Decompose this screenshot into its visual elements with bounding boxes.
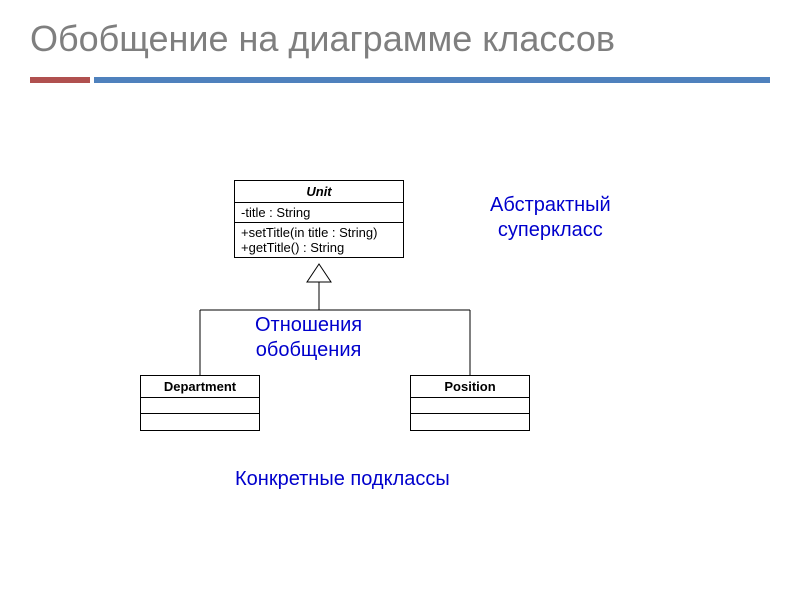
annotation-relation-line1: Отношения [255, 314, 362, 336]
annotation-abstract-line1: Абстрактный [490, 194, 611, 216]
class-department-operations [141, 414, 259, 430]
class-position-attributes [411, 398, 529, 414]
annotation-subclasses-text: Конкретные подклассы [235, 468, 450, 490]
slide: Обобщение на диаграмме классов Unit -tit… [0, 0, 800, 600]
class-unit-attr-0: -title : String [241, 205, 397, 220]
uml-diagram: Unit -title : String +setTitle(in title … [0, 0, 800, 600]
annotation-abstract-line2: суперкласс [498, 219, 603, 241]
class-department: Department [140, 375, 260, 431]
class-position-operations [411, 414, 529, 430]
annotation-generalization-relation: Отношения обобщения [255, 313, 362, 363]
class-unit-op-0: +setTitle(in title : String) [241, 225, 397, 240]
class-unit-op-1: +getTitle() : String [241, 240, 397, 255]
annotation-relation-line2: обобщения [256, 339, 362, 361]
class-department-attributes [141, 398, 259, 414]
class-unit-operations: +setTitle(in title : String) +getTitle()… [235, 223, 403, 257]
class-unit-attributes: -title : String [235, 203, 403, 223]
annotation-abstract-superclass: Абстрактный суперкласс [490, 193, 611, 243]
class-department-name: Department [141, 376, 259, 398]
generalization-lines [0, 0, 800, 600]
annotation-concrete-subclasses: Конкретные подклассы [235, 467, 450, 492]
class-position: Position [410, 375, 530, 431]
class-unit: Unit -title : String +setTitle(in title … [234, 180, 404, 258]
class-position-name: Position [411, 376, 529, 398]
class-unit-name: Unit [235, 181, 403, 203]
